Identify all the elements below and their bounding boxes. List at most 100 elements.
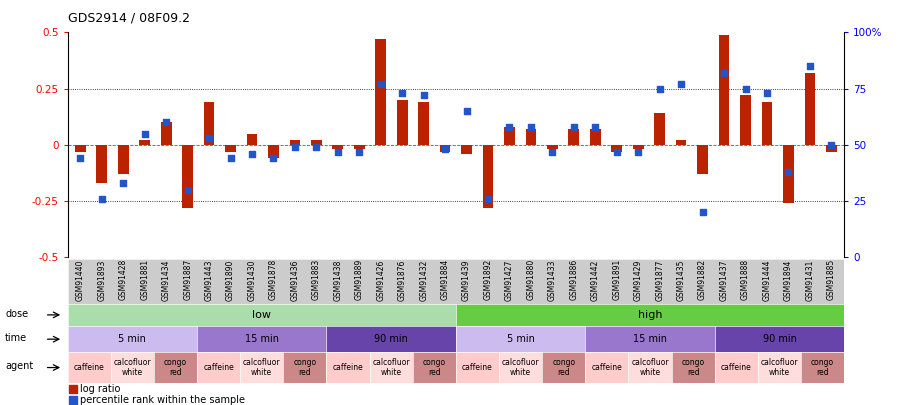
Text: GSM91443: GSM91443: [204, 262, 213, 304]
Point: [696, 209, 710, 215]
Text: GSM91878: GSM91878: [269, 259, 278, 301]
Bar: [161, 122, 172, 145]
Text: caffeine: caffeine: [462, 363, 493, 372]
Text: 15 min: 15 min: [633, 334, 667, 344]
Point: [481, 196, 495, 202]
Point: [781, 168, 796, 175]
Point: [545, 148, 560, 155]
Text: log ratio: log ratio: [80, 384, 121, 394]
Bar: [247, 134, 257, 145]
Bar: [504, 127, 515, 145]
Bar: [96, 145, 107, 183]
Bar: [805, 73, 815, 145]
Bar: [740, 95, 751, 145]
Text: GSM91426: GSM91426: [376, 259, 385, 301]
Bar: [332, 145, 343, 149]
Bar: [590, 129, 600, 145]
Bar: [482, 145, 493, 208]
Bar: [547, 145, 558, 149]
Point: [181, 187, 195, 193]
Text: caffeine: caffeine: [74, 363, 104, 372]
Text: GSM91881: GSM91881: [140, 259, 149, 301]
Bar: [203, 102, 214, 145]
Bar: [311, 140, 322, 145]
Text: agent: agent: [5, 361, 33, 371]
Text: caffeine: caffeine: [203, 363, 234, 372]
Text: GSM91434: GSM91434: [162, 262, 171, 304]
Text: GSM91877: GSM91877: [655, 259, 664, 301]
Bar: [225, 145, 236, 151]
Text: GSM91881: GSM91881: [140, 262, 149, 303]
Point: [417, 92, 431, 98]
Point: [94, 196, 109, 202]
Text: GSM91439: GSM91439: [462, 259, 471, 301]
Text: GSM91883: GSM91883: [312, 259, 321, 301]
Point: [674, 81, 688, 87]
Text: GSM91436: GSM91436: [291, 259, 300, 301]
Text: calcofluor
white: calcofluor white: [631, 358, 669, 377]
Point: [502, 124, 517, 130]
Text: caffeine: caffeine: [721, 363, 752, 372]
Point: [335, 346, 349, 352]
Text: GSM91433: GSM91433: [548, 262, 557, 304]
Bar: [354, 145, 364, 149]
Text: caffeine: caffeine: [333, 363, 364, 372]
Point: [459, 108, 473, 114]
Text: GSM91890: GSM91890: [226, 262, 235, 304]
Text: GSM91891: GSM91891: [612, 262, 621, 303]
Text: GSM91877: GSM91877: [655, 262, 664, 304]
Text: GSM91889: GSM91889: [355, 262, 364, 303]
Text: GSM91430: GSM91430: [248, 259, 256, 301]
Text: GSM91438: GSM91438: [333, 259, 342, 301]
Text: GSM91437: GSM91437: [719, 259, 728, 301]
Text: 90 min: 90 min: [374, 334, 408, 344]
Text: GSM91889: GSM91889: [355, 259, 364, 301]
Point: [202, 135, 216, 141]
Point: [138, 130, 152, 137]
Point: [567, 124, 581, 130]
Text: GSM91892: GSM91892: [483, 259, 492, 301]
Text: GSM91440: GSM91440: [76, 259, 85, 301]
Text: congo
red: congo red: [811, 358, 834, 377]
Text: GDS2914 / 08F09.2: GDS2914 / 08F09.2: [68, 11, 190, 24]
Text: GSM91434: GSM91434: [162, 259, 171, 301]
Text: GSM91885: GSM91885: [827, 262, 836, 303]
Point: [652, 85, 667, 92]
Bar: [75, 145, 86, 151]
Text: GSM91884: GSM91884: [441, 259, 450, 301]
Text: percentile rank within the sample: percentile rank within the sample: [80, 395, 245, 405]
Point: [335, 245, 349, 251]
Text: GSM91880: GSM91880: [526, 259, 536, 301]
Point: [330, 148, 345, 155]
Bar: [418, 102, 429, 145]
Point: [310, 144, 324, 150]
Bar: [633, 145, 643, 149]
Bar: [654, 113, 665, 145]
Text: GSM91439: GSM91439: [462, 262, 471, 304]
Text: GSM91888: GSM91888: [741, 259, 750, 301]
Text: GSM91880: GSM91880: [526, 262, 536, 303]
Text: GSM91890: GSM91890: [226, 259, 235, 301]
Text: GSM91894: GSM91894: [784, 262, 793, 304]
Text: calcofluor
white: calcofluor white: [760, 358, 798, 377]
Text: GSM91436: GSM91436: [291, 262, 300, 304]
Text: GSM91886: GSM91886: [570, 259, 579, 301]
Text: GSM91883: GSM91883: [312, 262, 321, 303]
Text: congo
red: congo red: [423, 358, 446, 377]
Bar: [440, 145, 451, 151]
Bar: [698, 145, 708, 174]
Text: GSM91431: GSM91431: [806, 259, 814, 301]
Text: GSM91886: GSM91886: [570, 262, 579, 303]
Point: [438, 146, 453, 153]
Text: calcofluor
white: calcofluor white: [502, 358, 539, 377]
Bar: [719, 35, 729, 145]
Text: GSM91426: GSM91426: [376, 262, 385, 304]
Text: GSM91430: GSM91430: [248, 262, 256, 304]
Text: GSM91438: GSM91438: [333, 262, 342, 304]
Bar: [569, 129, 580, 145]
Text: GSM91427: GSM91427: [505, 262, 514, 304]
Text: GSM91428: GSM91428: [119, 262, 128, 303]
Bar: [526, 129, 536, 145]
Point: [524, 124, 538, 130]
Bar: [783, 145, 794, 203]
